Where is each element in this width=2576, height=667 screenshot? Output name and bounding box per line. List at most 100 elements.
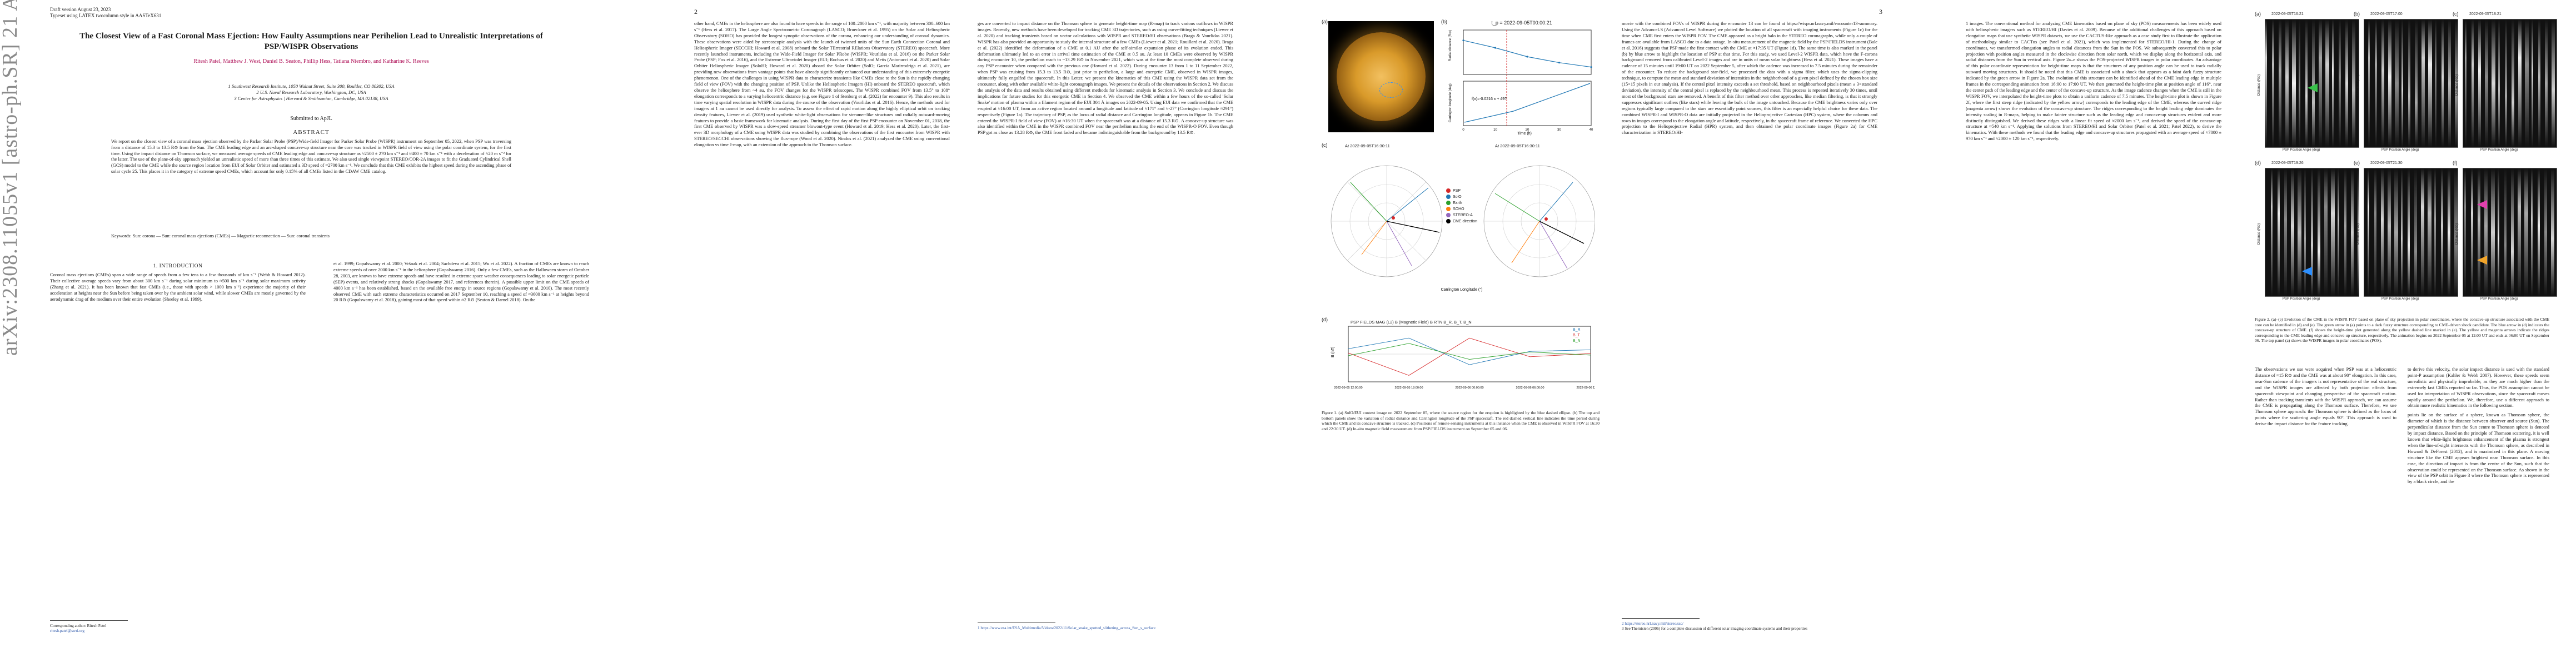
- fig1d-xtick: 2022-09-05 18:00:00: [1394, 386, 1423, 390]
- fig1c-legend-item: CME direction: [1446, 218, 1485, 225]
- fig1d-series: [1348, 337, 1591, 376]
- fig2-arrow-icon: [2302, 267, 2312, 276]
- fig1b-radial-line: [1463, 40, 1592, 68]
- fig1c-legend-item: STEREO-A: [1446, 212, 1485, 218]
- fig1c-legend-item: SolO: [1446, 194, 1485, 200]
- legend-label: PSP: [1453, 189, 1461, 193]
- fig2-panel-label: (a): [2255, 11, 2261, 17]
- fig1c-title-right: At 2022-09-05T16:30:11: [1495, 143, 1540, 148]
- fig1d-ylabel: B (nT): [1331, 347, 1335, 357]
- fig2-panel-label: (f): [2453, 160, 2458, 166]
- legend-swatch: [1446, 195, 1451, 200]
- fig2-panel-time: 2022-09-05T16:21: [2271, 12, 2304, 16]
- fig1b-xtick: 0: [1462, 128, 1464, 132]
- fig2-xlabel: PSP Position Angle (deg): [2283, 148, 2320, 152]
- fig1b-plot: t_p = 2022-09-05T00:00:21 f(x)=-0.0216 x…: [1447, 20, 1597, 140]
- fig2-panel-time: 2022-09-05T21:30: [2370, 161, 2403, 165]
- fig1c-polar-plot: At 2022-09-05T16:30:11 At 2022-09-05T16:…: [1328, 143, 1595, 310]
- fig2-panel-time: 2022-09-05T19:26: [2271, 161, 2304, 165]
- email-link[interactable]: ritesh.patel@swri.org: [50, 629, 84, 634]
- fig2-wispr-panel: [2364, 168, 2458, 297]
- source-region-ellipse: [1379, 82, 1403, 98]
- legend-swatch: [1446, 201, 1451, 206]
- legend-label: CME direction: [1453, 220, 1477, 223]
- fig1c-xlabel: Carrington Longitude (°): [1441, 287, 1483, 292]
- fig1-label-c: (c): [1322, 142, 1328, 148]
- fig1b-ylabel-bot: Carrington longitude (deg): [1449, 83, 1452, 122]
- legend-label: Earth: [1453, 201, 1462, 205]
- page2-right-column: ges are converted to impact distance on …: [978, 21, 1233, 136]
- footnote-link[interactable]: 2 https://stereo.nrl.navy.mil/stereo/ssc…: [1622, 621, 1683, 626]
- fig1b-xlabel: Time (h): [1517, 132, 1532, 136]
- abstract-heading: ABSTRACT: [293, 129, 330, 136]
- fig2-wispr-panel: [2265, 168, 2359, 297]
- figure-1: (a) (b) t_p = 2022-09-05T00:00:21 f(x)=-…: [1322, 17, 1600, 611]
- fig1b-xticks: 0 10 20 30 40: [1462, 128, 1593, 132]
- paper-title: The Closest View of a Fast Coronal Mass …: [79, 32, 543, 51]
- legend-label: SOHO: [1453, 207, 1464, 211]
- fig1d-legend-item: B_T: [1573, 334, 1580, 337]
- figure-2: (a) 2022-09-05T16:21 Distance (R⊙) PSP Posi…: [2255, 6, 2557, 661]
- page4-left-column: 1 images. The conventional method for an…: [1966, 21, 2221, 142]
- fig2-ylabel: Distance (R⊙): [2455, 223, 2459, 245]
- fig2-xlabel: PSP Position Angle (deg): [2480, 297, 2518, 301]
- fig1b-top-frame: [1463, 29, 1592, 75]
- fig1d-title: PSP FIELDS MAG (L2) B (Magnetic Field) B…: [1351, 320, 1472, 325]
- fig1d-timeseries: PSP FIELDS MAG (L2) B (Magnetic Field) B…: [1328, 320, 1595, 403]
- fig1b-xtick: 40: [1590, 128, 1593, 132]
- footnote-rule: [1622, 618, 1700, 619]
- fig2-arrow-icon: [2477, 256, 2487, 265]
- fig2-arrow-icon: [2477, 200, 2487, 209]
- fig1d-xtick: 2022-09-06 12:00:00: [1576, 386, 1595, 390]
- fig1c-legend-item: Earth: [1446, 200, 1485, 206]
- fig2-wispr-panel: [2364, 19, 2458, 148]
- fig1d-legend-item: B_N: [1573, 339, 1581, 343]
- footnote-rule: [50, 620, 128, 621]
- fig2-arrow-icon: [2308, 83, 2318, 92]
- figure-1-caption: Figure 1. (a) SolO/EUI context image on …: [1322, 410, 1600, 431]
- fig1b-title: t_p = 2022-09-05T00:00:21: [1491, 20, 1552, 26]
- fig2-xlabel: PSP Position Angle (deg): [2381, 148, 2419, 152]
- fig1d-xticks: 2022-09-05 12:00:00 2022-09-05 18:00:00 20…: [1334, 386, 1595, 390]
- page-1: arXiv:2308.11055v1 [astro-ph.SR] 21 Aug …: [0, 0, 644, 667]
- legend-swatch: [1446, 213, 1451, 218]
- fig2-panel-label: (e): [2354, 160, 2360, 166]
- fig1b-ylabel-top: Radial distance (R⊙): [1449, 30, 1452, 61]
- fig1c-legend-item: PSP: [1446, 188, 1485, 194]
- legend-swatch: [1446, 219, 1451, 224]
- page4-mid-column: The observations we use were acquired wh…: [2255, 367, 2396, 427]
- fig1b-point: [1494, 47, 1497, 49]
- fig1b-fit-label: f(x)=-0.0216 x + 49?: [1472, 97, 1507, 101]
- page-3: 3 (a) (b) t_p = 2022-09-05T00:00:21 f(x)…: [1288, 0, 1932, 667]
- fig2-ylabel: Distance (R⊙): [2356, 223, 2360, 245]
- page2-left-column: other hand, CMEs in the heliosphere are …: [694, 21, 950, 148]
- fig2-ylabel: Distance (R⊙): [2356, 74, 2360, 96]
- fig2-panel-time: 2022-09-05T17:00: [2370, 12, 2403, 16]
- fig2-ylabel: Distance (R⊙): [2258, 223, 2261, 245]
- fig1-label-a: (a): [1322, 19, 1328, 24]
- fig2-panel-label: (c): [2453, 11, 2459, 17]
- fig1b-xtick: 20: [1526, 128, 1529, 132]
- fig2-wispr-panel: [2463, 19, 2557, 148]
- fig1d-legend: B_R B_T B_N: [1573, 327, 1581, 344]
- fig1d-legend-item: B_R: [1573, 328, 1581, 332]
- fig2-panel-label: (b): [2354, 11, 2360, 17]
- fig1b-top-series: [1462, 39, 1592, 68]
- page3-footnotes: 2 https://stereo.nrl.navy.mil/stereo/ssc…: [1622, 621, 1877, 632]
- fig2-xlabel: PSP Position Angle (deg): [2480, 148, 2518, 152]
- fig1c-title-left: At 2022-09-05T16:30:11: [1345, 143, 1390, 148]
- legend-swatch: [1446, 207, 1451, 212]
- footnote-link[interactable]: 1 https://www.esa.int/ESA_Multimedia/Vid…: [978, 626, 1156, 630]
- keywords: Keywords: Sun: corona — Sun: coronal mas…: [111, 233, 330, 238]
- fig2-panel-time: 2022-09-05T18:21: [2469, 12, 2502, 16]
- polar-grid-left: [1331, 165, 1443, 277]
- legend-label: SolO: [1453, 195, 1462, 199]
- fig1b-longitude-line: [1464, 83, 1591, 123]
- page3-right-column: movie with the combined FOVs of WISPR du…: [1622, 21, 1877, 136]
- draft-header: Draft version August 23, 2023 Typeset us…: [50, 7, 162, 18]
- fig1b-point: [1462, 39, 1464, 42]
- fig1b-bottom-frame: [1463, 81, 1592, 126]
- fig1b-xtick: 10: [1493, 128, 1497, 132]
- fig1d-xtick: 2022-09-05 12:00:00: [1334, 386, 1362, 390]
- legend-label: STEREO-A: [1453, 213, 1473, 217]
